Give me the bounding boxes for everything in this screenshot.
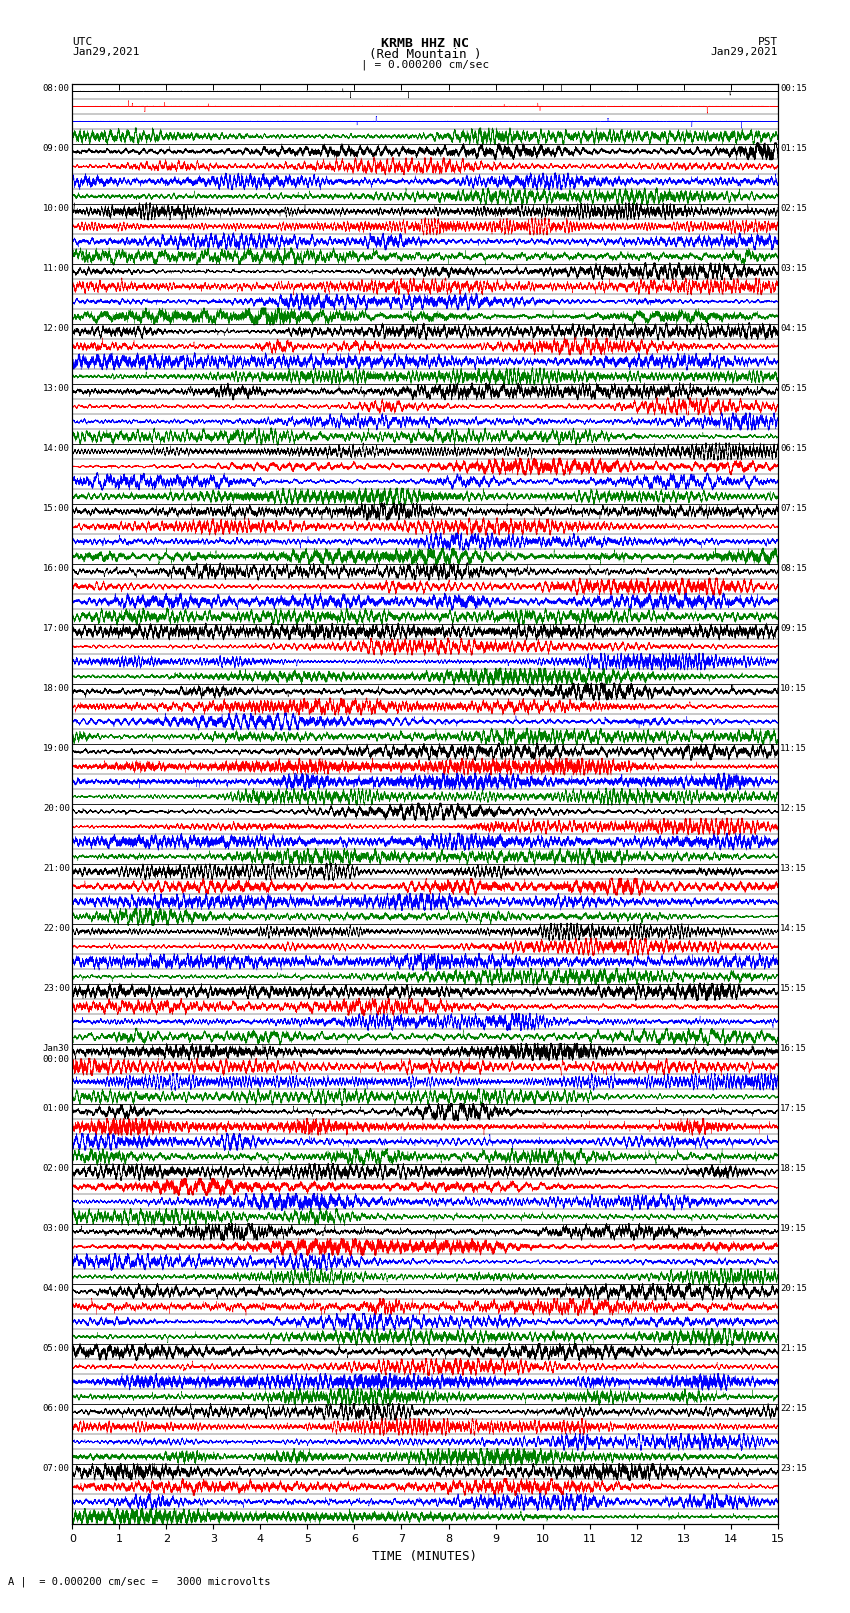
Text: 08:15: 08:15 bbox=[780, 565, 808, 573]
Text: 03:15: 03:15 bbox=[780, 265, 808, 273]
Text: 19:00: 19:00 bbox=[42, 744, 70, 753]
Text: Jan30
00:00: Jan30 00:00 bbox=[42, 1044, 70, 1063]
Text: 06:00: 06:00 bbox=[42, 1405, 70, 1413]
Text: 03:00: 03:00 bbox=[42, 1224, 70, 1234]
Text: 20:00: 20:00 bbox=[42, 805, 70, 813]
Text: 16:00: 16:00 bbox=[42, 565, 70, 573]
Text: 21:15: 21:15 bbox=[780, 1344, 808, 1353]
Text: 20:15: 20:15 bbox=[780, 1284, 808, 1294]
Text: (Red Mountain ): (Red Mountain ) bbox=[369, 48, 481, 61]
Text: 02:15: 02:15 bbox=[780, 203, 808, 213]
Text: 06:15: 06:15 bbox=[780, 444, 808, 453]
Text: 08:00: 08:00 bbox=[42, 84, 70, 94]
Text: 13:00: 13:00 bbox=[42, 384, 70, 394]
Text: 22:15: 22:15 bbox=[780, 1405, 808, 1413]
Text: 13:15: 13:15 bbox=[780, 865, 808, 873]
Text: | = 0.000200 cm/sec: | = 0.000200 cm/sec bbox=[361, 60, 489, 71]
Text: 23:00: 23:00 bbox=[42, 984, 70, 994]
Text: 23:15: 23:15 bbox=[780, 1465, 808, 1473]
Text: KRMB HHZ NC: KRMB HHZ NC bbox=[381, 37, 469, 50]
Text: 12:00: 12:00 bbox=[42, 324, 70, 332]
Text: PST: PST bbox=[757, 37, 778, 47]
Text: 00:15: 00:15 bbox=[780, 84, 808, 94]
Text: 14:00: 14:00 bbox=[42, 444, 70, 453]
Text: 07:15: 07:15 bbox=[780, 503, 808, 513]
Text: UTC: UTC bbox=[72, 37, 93, 47]
X-axis label: TIME (MINUTES): TIME (MINUTES) bbox=[372, 1550, 478, 1563]
Text: Jan29,2021: Jan29,2021 bbox=[72, 47, 139, 56]
Text: 04:15: 04:15 bbox=[780, 324, 808, 332]
Text: 01:00: 01:00 bbox=[42, 1105, 70, 1113]
Text: A |  = 0.000200 cm/sec =   3000 microvolts: A | = 0.000200 cm/sec = 3000 microvolts bbox=[8, 1576, 271, 1587]
Text: 10:00: 10:00 bbox=[42, 203, 70, 213]
Text: 09:15: 09:15 bbox=[780, 624, 808, 632]
Text: Jan29,2021: Jan29,2021 bbox=[711, 47, 778, 56]
Text: 15:00: 15:00 bbox=[42, 503, 70, 513]
Text: 21:00: 21:00 bbox=[42, 865, 70, 873]
Text: 18:15: 18:15 bbox=[780, 1165, 808, 1173]
Text: 19:15: 19:15 bbox=[780, 1224, 808, 1234]
Text: 10:15: 10:15 bbox=[780, 684, 808, 694]
Text: 04:00: 04:00 bbox=[42, 1284, 70, 1294]
Text: 17:00: 17:00 bbox=[42, 624, 70, 632]
Text: 22:00: 22:00 bbox=[42, 924, 70, 932]
Text: 05:00: 05:00 bbox=[42, 1344, 70, 1353]
Text: 14:15: 14:15 bbox=[780, 924, 808, 932]
Text: 12:15: 12:15 bbox=[780, 805, 808, 813]
Text: 05:15: 05:15 bbox=[780, 384, 808, 394]
Text: 17:15: 17:15 bbox=[780, 1105, 808, 1113]
Text: 02:00: 02:00 bbox=[42, 1165, 70, 1173]
Text: 18:00: 18:00 bbox=[42, 684, 70, 694]
Text: 15:15: 15:15 bbox=[780, 984, 808, 994]
Text: 11:00: 11:00 bbox=[42, 265, 70, 273]
Text: 09:00: 09:00 bbox=[42, 144, 70, 153]
Text: 07:00: 07:00 bbox=[42, 1465, 70, 1473]
Text: 11:15: 11:15 bbox=[780, 744, 808, 753]
Text: 01:15: 01:15 bbox=[780, 144, 808, 153]
Text: 16:15: 16:15 bbox=[780, 1044, 808, 1053]
